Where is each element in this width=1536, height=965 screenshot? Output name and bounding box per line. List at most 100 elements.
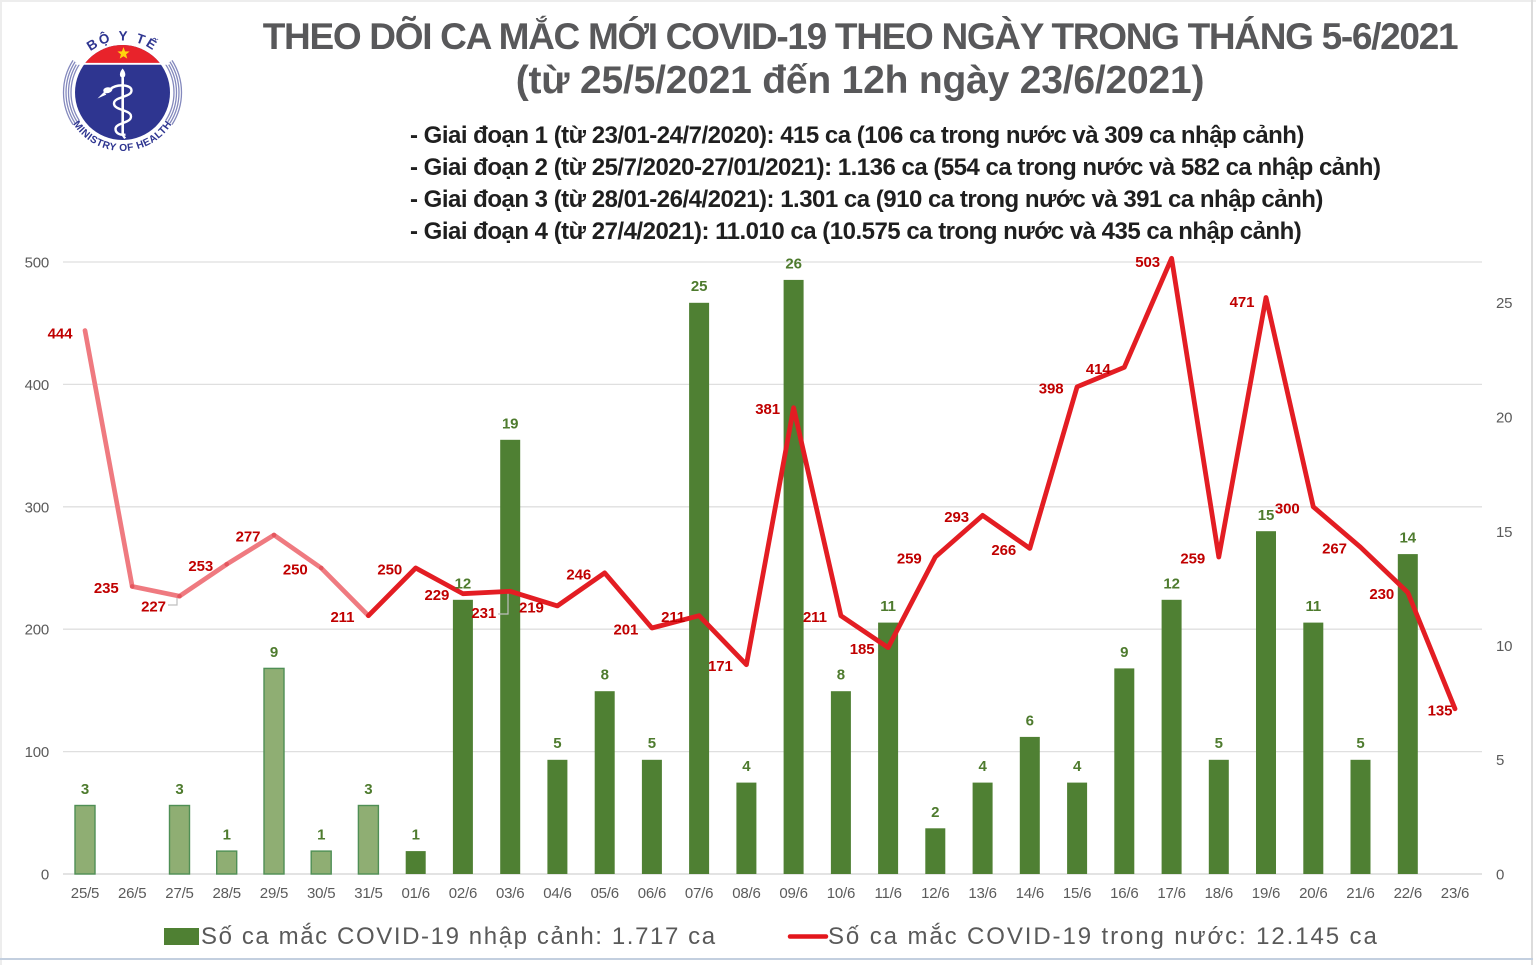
svg-text:28/5: 28/5 xyxy=(212,885,240,902)
svg-text:12: 12 xyxy=(455,575,472,592)
svg-text:09/6: 09/6 xyxy=(779,885,807,902)
svg-text:4: 4 xyxy=(978,758,987,775)
svg-text:02/6: 02/6 xyxy=(449,885,477,902)
svg-text:18/6: 18/6 xyxy=(1205,885,1233,902)
svg-text:266: 266 xyxy=(991,542,1016,559)
svg-text:0: 0 xyxy=(1496,867,1504,884)
svg-text:414: 414 xyxy=(1086,361,1111,378)
svg-text:5: 5 xyxy=(1215,735,1223,752)
svg-text:07/6: 07/6 xyxy=(685,885,713,902)
svg-text:300: 300 xyxy=(1275,500,1300,517)
svg-text:15/6: 15/6 xyxy=(1063,885,1091,902)
svg-text:8: 8 xyxy=(837,667,845,684)
svg-text:253: 253 xyxy=(188,558,213,575)
svg-text:100: 100 xyxy=(25,744,49,761)
svg-text:6: 6 xyxy=(1026,712,1034,729)
svg-text:20: 20 xyxy=(1496,410,1512,427)
svg-text:293: 293 xyxy=(944,509,969,526)
svg-text:11: 11 xyxy=(1305,598,1321,615)
svg-text:398: 398 xyxy=(1039,380,1064,397)
svg-text:1: 1 xyxy=(317,827,325,844)
svg-text:5: 5 xyxy=(553,735,561,752)
svg-text:15: 15 xyxy=(1258,507,1275,524)
svg-text:14: 14 xyxy=(1400,530,1417,547)
svg-text:25: 25 xyxy=(691,278,708,295)
svg-text:23/6: 23/6 xyxy=(1441,885,1469,902)
svg-text:10: 10 xyxy=(1496,638,1512,655)
svg-text:16/6: 16/6 xyxy=(1110,885,1138,902)
svg-text:229: 229 xyxy=(425,587,450,604)
svg-text:9: 9 xyxy=(1120,644,1128,661)
svg-text:219: 219 xyxy=(519,599,544,616)
svg-text:171: 171 xyxy=(708,658,733,675)
svg-text:14/6: 14/6 xyxy=(1016,885,1044,902)
svg-text:5: 5 xyxy=(648,735,656,752)
svg-text:400: 400 xyxy=(25,377,49,394)
svg-text:201: 201 xyxy=(614,622,639,639)
svg-text:3: 3 xyxy=(364,781,372,798)
svg-text:21/6: 21/6 xyxy=(1346,885,1374,902)
svg-text:135: 135 xyxy=(1428,702,1453,719)
svg-text:22/6: 22/6 xyxy=(1394,885,1422,902)
svg-text:277: 277 xyxy=(236,529,261,546)
svg-text:26: 26 xyxy=(785,255,802,272)
svg-text:230: 230 xyxy=(1369,586,1394,603)
svg-text:12/6: 12/6 xyxy=(921,885,949,902)
svg-text:211: 211 xyxy=(330,609,354,626)
svg-text:25: 25 xyxy=(1496,295,1512,312)
svg-text:06/6: 06/6 xyxy=(638,885,666,902)
svg-text:10/6: 10/6 xyxy=(827,885,855,902)
svg-text:20/6: 20/6 xyxy=(1299,885,1327,902)
svg-text:503: 503 xyxy=(1135,254,1160,271)
svg-text:08/6: 08/6 xyxy=(732,885,760,902)
svg-text:250: 250 xyxy=(283,562,308,579)
svg-text:500: 500 xyxy=(25,255,49,272)
svg-text:300: 300 xyxy=(25,499,49,516)
svg-text:4: 4 xyxy=(742,758,751,775)
svg-text:250: 250 xyxy=(377,562,402,579)
svg-text:0: 0 xyxy=(41,867,49,884)
svg-text:381: 381 xyxy=(755,401,780,418)
svg-text:1: 1 xyxy=(412,827,420,844)
svg-text:2: 2 xyxy=(931,804,939,821)
svg-text:8: 8 xyxy=(601,667,609,684)
svg-text:227: 227 xyxy=(141,599,166,616)
svg-text:5: 5 xyxy=(1356,735,1364,752)
svg-text:11: 11 xyxy=(880,598,896,615)
svg-text:211: 211 xyxy=(803,609,827,626)
svg-text:29/5: 29/5 xyxy=(260,885,288,902)
svg-text:17/6: 17/6 xyxy=(1157,885,1185,902)
svg-text:1: 1 xyxy=(223,827,231,844)
svg-text:01/6: 01/6 xyxy=(401,885,429,902)
svg-text:31/5: 31/5 xyxy=(354,885,382,902)
svg-text:5: 5 xyxy=(1496,752,1504,769)
svg-text:4: 4 xyxy=(1073,758,1082,775)
svg-text:3: 3 xyxy=(81,781,89,798)
svg-text:05/6: 05/6 xyxy=(590,885,618,902)
svg-text:471: 471 xyxy=(1230,294,1255,311)
svg-text:03/6: 03/6 xyxy=(496,885,524,902)
svg-text:267: 267 xyxy=(1322,541,1347,558)
svg-text:26/5: 26/5 xyxy=(118,885,146,902)
svg-text:13/6: 13/6 xyxy=(968,885,996,902)
svg-text:259: 259 xyxy=(897,551,922,568)
svg-text:444: 444 xyxy=(48,326,73,343)
svg-text:200: 200 xyxy=(25,622,49,639)
svg-text:27/5: 27/5 xyxy=(165,885,193,902)
svg-text:19: 19 xyxy=(502,415,519,432)
svg-text:04/6: 04/6 xyxy=(543,885,571,902)
svg-text:19/6: 19/6 xyxy=(1252,885,1280,902)
svg-text:231: 231 xyxy=(471,605,496,622)
svg-text:235: 235 xyxy=(94,580,119,597)
svg-text:246: 246 xyxy=(566,566,591,583)
svg-text:15: 15 xyxy=(1496,524,1512,541)
svg-text:25/5: 25/5 xyxy=(71,885,99,902)
svg-text:3: 3 xyxy=(175,781,183,798)
svg-text:30/5: 30/5 xyxy=(307,885,335,902)
svg-text:12: 12 xyxy=(1163,575,1180,592)
svg-text:185: 185 xyxy=(850,641,875,658)
svg-text:259: 259 xyxy=(1180,551,1205,568)
svg-text:211: 211 xyxy=(661,609,685,626)
svg-text:11/6: 11/6 xyxy=(874,885,901,902)
svg-text:9: 9 xyxy=(270,644,278,661)
